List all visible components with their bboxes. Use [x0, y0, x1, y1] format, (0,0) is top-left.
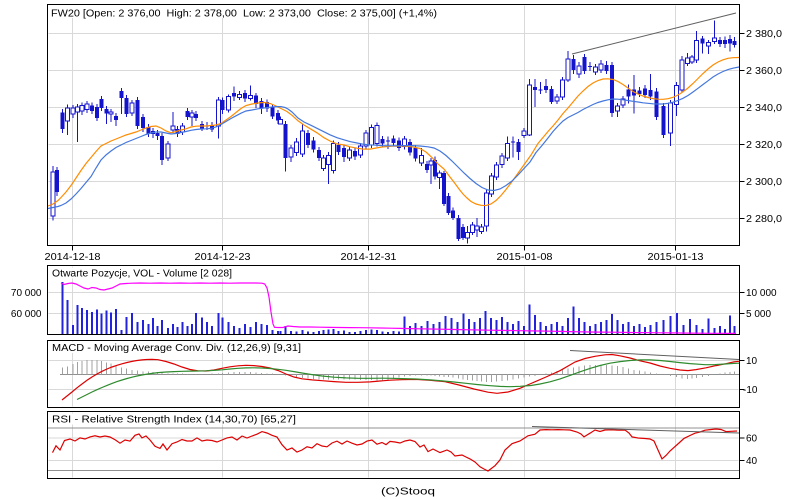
svg-text:FW20 [Open: 2 376,00 High: 2: FW20 [Open: 2 376,00 High: 2 378,00 Low:…: [51, 9, 437, 20]
svg-text:2014-12-31: 2014-12-31: [341, 252, 397, 263]
svg-text:2 280,0: 2 280,0: [746, 214, 782, 225]
svg-text:MACD - Moving Average Conv. Di: MACD - Moving Average Conv. Div. (12,26,…: [52, 343, 301, 354]
svg-text:60 000: 60 000: [11, 309, 42, 320]
svg-text:10 000: 10 000: [746, 288, 777, 299]
svg-text:10: 10: [746, 356, 758, 367]
svg-text:2014-12-18: 2014-12-18: [45, 252, 101, 263]
svg-text:2015-01-08: 2015-01-08: [497, 252, 553, 263]
svg-text:2 320,0: 2 320,0: [746, 140, 782, 151]
svg-text:5 000: 5 000: [746, 309, 771, 320]
svg-text:2 300,0: 2 300,0: [746, 177, 782, 188]
svg-text:-10: -10: [743, 385, 758, 396]
svg-text:2 340,0: 2 340,0: [746, 103, 782, 114]
svg-text:40: 40: [746, 456, 758, 467]
svg-text:Otwarte Pozycje, VOL - Volume: Otwarte Pozycje, VOL - Volume [2 028]: [52, 269, 232, 280]
svg-text:2 380,0: 2 380,0: [746, 29, 782, 40]
svg-text:2 360,0: 2 360,0: [746, 66, 782, 77]
svg-text:2014-12-23: 2014-12-23: [195, 252, 251, 263]
svg-text:2015-01-13: 2015-01-13: [648, 252, 704, 263]
svg-text:60: 60: [746, 434, 758, 445]
svg-text:(C)Stooq: (C)Stooq: [381, 487, 435, 498]
svg-text:RSI - Relative Strength Index: RSI - Relative Strength Index (14,30,70)…: [52, 415, 296, 426]
svg-text:70 000: 70 000: [11, 288, 42, 299]
